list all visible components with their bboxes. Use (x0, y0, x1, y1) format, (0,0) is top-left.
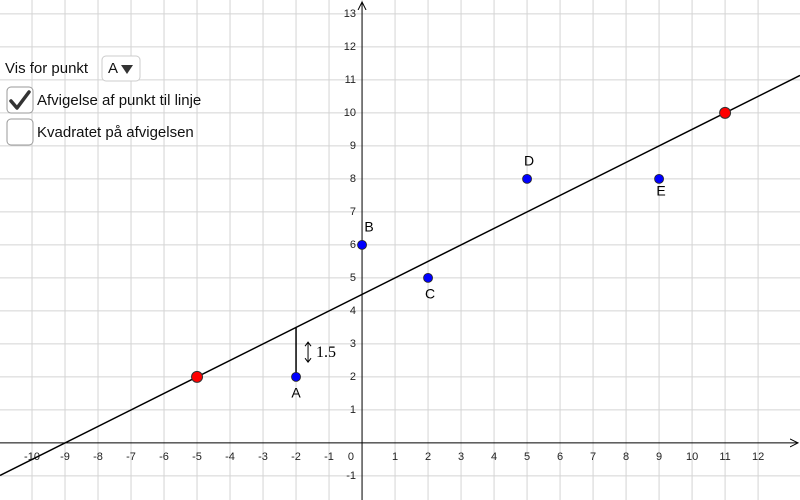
y-tick-label: -1 (346, 470, 356, 482)
x-tick-label: 1 (392, 451, 398, 463)
data-point (522, 173, 532, 184)
point-label: A (291, 385, 301, 401)
controls: Vis for punkt A Afvigelse af punkt til l… (5, 55, 201, 146)
x-tick-label: -9 (60, 451, 70, 463)
y-tick-label: 5 (350, 272, 356, 284)
x-tick-label: -3 (258, 451, 268, 463)
x-tick-label: 7 (590, 451, 596, 463)
x-tick-label: 11 (719, 451, 730, 463)
line-point (719, 106, 732, 119)
checkmark (9, 90, 31, 110)
checkbox[interactable] (6, 118, 34, 146)
x-tick-label: 5 (524, 451, 530, 463)
y-tick-label: 2 (350, 371, 356, 383)
y-tick-label: 13 (344, 8, 356, 20)
data-point (357, 239, 367, 250)
x-tick-label: -6 (159, 451, 169, 463)
y-tick-label: 3 (350, 338, 356, 350)
data-point (291, 371, 301, 382)
checkbox-label: Afvigelse af punkt til linje (37, 92, 201, 109)
y-tick-label: 1 (350, 404, 356, 416)
checkbox-label: Kvadratet på afvigelsen (37, 124, 194, 141)
y-tick-label: 10 (344, 107, 356, 119)
y-tick-label: 4 (350, 305, 356, 317)
x-tick-label: 6 (557, 451, 563, 463)
point-label: B (364, 219, 373, 235)
deviation-label: 1.5 (316, 344, 336, 361)
fitted-line (0, 74, 800, 477)
x-tick-label: -8 (93, 451, 103, 463)
y-tick-label: 11 (345, 74, 356, 86)
point-label: C (425, 286, 435, 302)
point-label: E (656, 183, 665, 199)
x-tick-label: -1 (324, 451, 334, 463)
x-tick-label: 10 (686, 451, 698, 463)
checkbox[interactable] (6, 86, 34, 114)
x-tick-label: 0 (348, 451, 354, 463)
deviation-arrow (304, 341, 312, 363)
x-tick-label: -10 (24, 451, 40, 463)
x-tick-label: -7 (126, 451, 136, 463)
dropdown-value: A (108, 60, 118, 77)
x-tick-label: -2 (291, 451, 301, 463)
y-tick-label: 7 (350, 206, 356, 218)
x-tick-label: 4 (491, 451, 497, 463)
point-dropdown[interactable]: A (101, 55, 141, 82)
x-tick-label: -4 (225, 451, 235, 463)
x-tick-label: 3 (458, 451, 464, 463)
line-point (191, 370, 204, 383)
y-tick-label: 6 (350, 239, 356, 251)
data-point (654, 173, 664, 184)
data-point (423, 272, 433, 283)
y-tick-label: 9 (350, 140, 356, 152)
x-tick-label: -5 (192, 451, 202, 463)
y-tick-label: 8 (350, 173, 356, 185)
x-tick-label: 2 (425, 451, 431, 463)
x-tick-label: 9 (656, 451, 662, 463)
point-label: D (524, 153, 534, 169)
select-label: Vis for punkt (5, 60, 89, 77)
x-tick-label: 12 (752, 451, 764, 463)
x-tick-label: 8 (623, 451, 629, 463)
y-tick-label: 12 (344, 41, 356, 53)
